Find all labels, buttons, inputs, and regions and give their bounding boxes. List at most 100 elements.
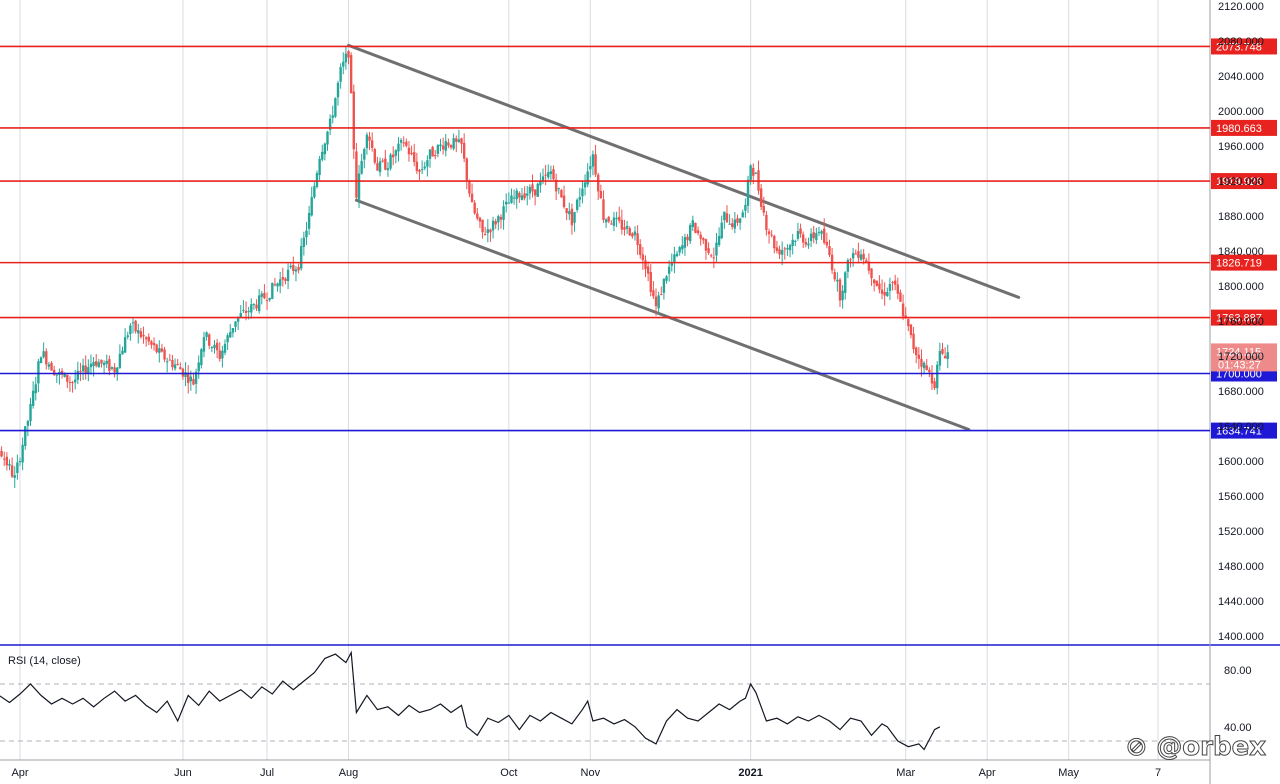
orbex-logo-icon: ⊘ [1125,732,1148,763]
candle-369 [936,361,939,395]
candle-body [447,142,450,146]
candle-34 [55,374,58,383]
candle-276 [691,215,695,232]
candle-317 [799,223,802,238]
candle-284 [712,247,716,269]
price-tick-label: 1680.000 [1218,386,1264,398]
candle-body [478,217,482,222]
candle-body [859,254,863,260]
candle-body [221,350,224,359]
candle-body [865,260,868,263]
candle-body [618,216,621,221]
candle-16 [8,459,11,471]
candle-269 [673,246,676,274]
candle-body [497,216,500,223]
candle-193 [473,200,476,215]
candle-body [76,371,80,380]
candle-146 [349,52,353,94]
candle-body [465,158,468,181]
candle-body [194,371,198,384]
candle-body [547,172,550,178]
candle-166 [402,136,405,148]
candle-165 [399,138,403,151]
candle-311 [783,246,786,260]
candle-body [339,67,342,82]
candle-47 [89,354,93,375]
candle-body [434,154,437,157]
candle-body [39,357,43,364]
candle-body [321,151,324,160]
candle-247 [615,211,618,228]
candle-body [129,325,132,335]
candle-63 [131,318,135,334]
candle-body [110,367,114,369]
candle-194 [476,207,479,221]
candle-body [738,218,742,223]
rsi-panel[interactable]: RSI (14, close) 80.00 40.00 [0,650,1252,751]
time-axis[interactable]: Apr Jun Jul Aug Oct Nov 2021 Mar Apr May 7 [11,767,1161,779]
candle-64 [134,319,137,334]
candle-body [549,171,553,175]
candle-75 [163,346,166,363]
candle-179 [436,144,440,158]
candle-body [37,361,40,384]
candle-105 [242,300,245,313]
candle-body [281,277,285,280]
candle-170 [413,143,416,167]
candle-body [922,362,926,369]
horizontal-levels[interactable]: 2073.748 1980.663 1919.926 1826.719 1763.887… [0,38,1277,439]
candle-356 [901,294,905,321]
candle-body [384,158,387,170]
candle-body [84,365,87,374]
level-tag-label-3: 1826.719 [1216,258,1262,270]
candle-215 [531,174,534,198]
candle-135 [321,144,324,162]
candle-body [8,464,11,466]
candle-body [234,321,237,327]
level-tag-6 [1211,422,1277,439]
candle-86 [192,372,195,386]
candle-body [612,217,616,226]
candle-body [399,140,403,143]
candle-body [681,245,684,250]
candle-227 [562,185,566,209]
candle-238 [591,150,595,176]
candle-body [236,316,240,322]
candle-body [752,167,755,176]
candle-body [397,143,400,152]
candle-304 [765,210,768,236]
candle-145 [347,50,350,65]
candle-342 [865,257,868,263]
candle-body [846,260,850,272]
level-tag-label-1: 1980.663 [1216,123,1262,135]
price-tick-label: 1760.000 [1218,316,1264,328]
candle-body [933,381,936,389]
candle-43 [79,362,82,382]
candle-body [531,184,534,192]
candle-body [347,51,350,58]
price-tick-label: 2000.000 [1218,106,1264,118]
candle-body [71,382,74,384]
candle-body [589,166,592,170]
candle-150 [360,153,363,175]
candle-241 [599,184,603,199]
candle-237 [589,156,592,178]
candle-body [81,365,85,372]
candle-body [780,250,784,255]
candle-31 [47,361,51,370]
candle-body [912,333,915,350]
candle-body [365,134,369,149]
candle-252 [628,226,631,236]
price-axis[interactable]: 2120.000 2080.000 2040.000 2000.000 1960.000… [1218,1,1264,643]
candle-352 [891,280,894,291]
candle-221 [547,164,550,180]
candle-191 [468,179,471,198]
candle-218 [539,172,542,193]
trend-channel[interactable] [347,43,1021,431]
candle-body [652,290,655,297]
candle-body [694,222,697,233]
candle-138 [328,114,332,136]
candle-body [872,279,876,284]
